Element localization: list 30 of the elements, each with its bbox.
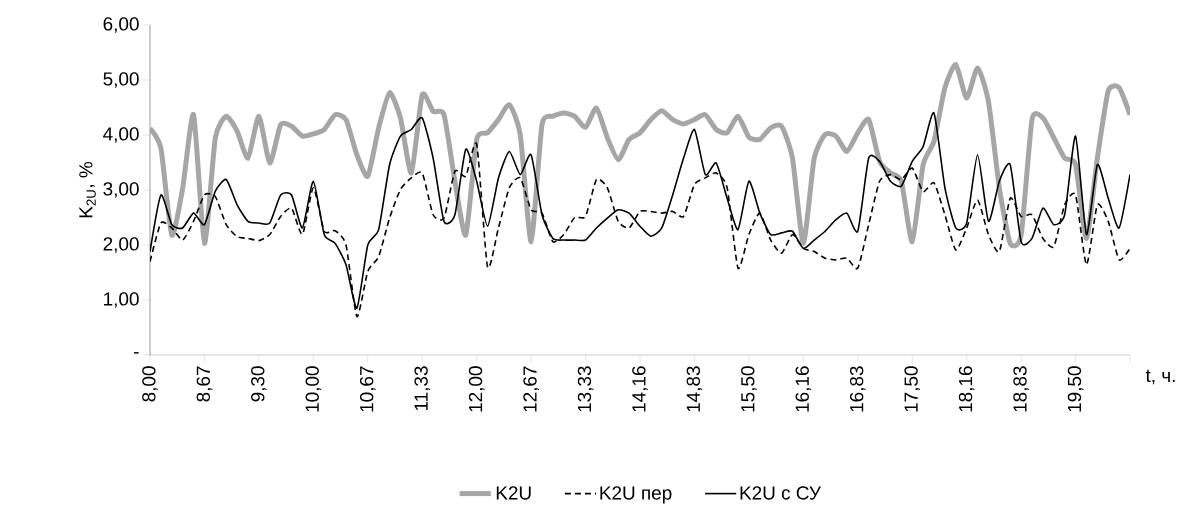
x-tick-label: 12,67 xyxy=(523,366,539,412)
y-tick-label: - xyxy=(134,352,139,354)
legend-label: K2U с СУ xyxy=(740,486,821,500)
x-tick-label: 15,50 xyxy=(741,366,757,412)
x-tick-label: 17,50 xyxy=(904,366,921,412)
x-tick-label: 18,16 xyxy=(958,366,975,412)
y-tick-label: 3,00 xyxy=(103,182,139,198)
x-axis-title: t, ч. xyxy=(1145,369,1175,385)
y-axis-title: K$_{2U}$, % xyxy=(79,161,96,218)
y-tick-label: 5,00 xyxy=(103,72,139,88)
x-tick-label: 13,33 xyxy=(577,366,594,412)
x-tick-label: 11,33 xyxy=(414,366,431,411)
x-tick-label: 12,00 xyxy=(468,366,485,412)
x-tick-label: 8,67 xyxy=(196,366,213,402)
x-tick-label: 10,00 xyxy=(305,366,322,412)
x-tick-label: 8,00 xyxy=(142,366,158,402)
y-tick-label: 6,00 xyxy=(103,17,139,33)
x-tick-label: 16,16 xyxy=(795,366,812,412)
legend-label: K2U xyxy=(496,486,531,500)
legend-label: K2U пер xyxy=(600,486,672,504)
y-tick-label: 1,00 xyxy=(104,292,139,308)
x-tick-label: 9,30 xyxy=(251,366,267,402)
x-tick-label: 16,83 xyxy=(849,366,866,412)
x-tick-label: 10,67 xyxy=(359,366,376,412)
y-tick-label: 2,00 xyxy=(103,237,139,253)
x-tick-label: 19,50 xyxy=(1067,366,1084,412)
x-tick-label: 14,16 xyxy=(632,366,648,412)
y-tick-label: 4,00 xyxy=(103,127,139,143)
x-tick-label: 18,83 xyxy=(1013,366,1029,412)
x-tick-label: 14,83 xyxy=(686,366,703,412)
